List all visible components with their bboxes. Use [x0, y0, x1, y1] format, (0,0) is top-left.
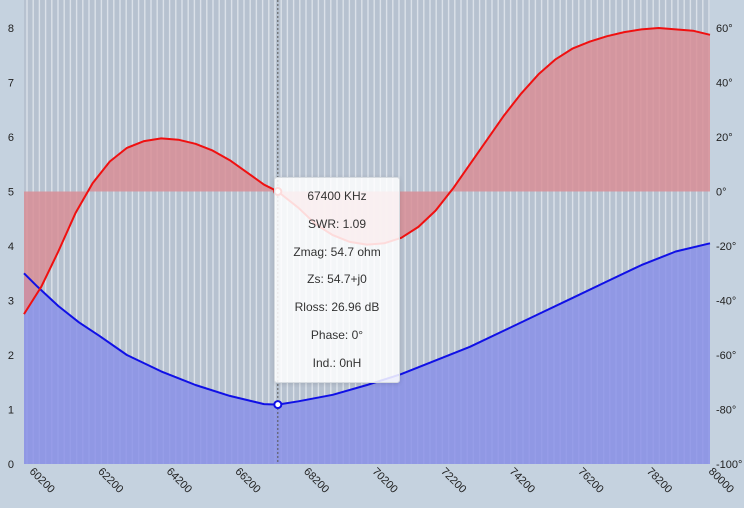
- y-left-tick-label: 8: [8, 23, 14, 35]
- y-right-tick-label: -20°: [716, 241, 736, 253]
- y-left-tick-label: 4: [8, 241, 14, 253]
- x-tick-label: 76200: [576, 466, 606, 496]
- y-right-tick-label: 20°: [716, 132, 733, 144]
- y-right-tick-label: -80°: [716, 405, 736, 417]
- y-right-tick-label: 0°: [716, 187, 727, 199]
- x-tick-label: 72200: [438, 466, 468, 496]
- tooltip-frequency: 67400 KHz: [307, 189, 367, 203]
- y-left-tick-label: 7: [8, 78, 14, 90]
- tooltip-zs: Zs: 54.7+j0: [307, 272, 367, 287]
- x-tick-label: 64200: [164, 466, 194, 496]
- x-tick-label: 62200: [95, 466, 125, 496]
- cursor-tooltip: 67400 KHz SWR: 1.09 Zmag: 54.7 ohm Zs: 5…: [274, 177, 400, 383]
- x-tick-label: 78200: [644, 466, 674, 496]
- y-left-tick-label: 3: [8, 296, 14, 308]
- x-tick-label: 60200: [27, 466, 57, 496]
- y-left-tick-label: 2: [8, 350, 14, 362]
- y-right-tick-label: 60°: [716, 23, 733, 35]
- series-area-phase: [24, 28, 710, 315]
- y-right-tick-label: -60°: [716, 350, 736, 362]
- x-tick-label: 74200: [507, 466, 537, 496]
- tooltip-phase: Phase: 0°: [310, 327, 364, 342]
- tooltip-rloss: Rloss: 26.96 dB: [294, 300, 380, 315]
- x-tick-label: 66200: [233, 466, 263, 496]
- y-left-tick-label: 0: [8, 459, 14, 471]
- tooltip-zmag: Zmag: 54.7 ohm: [293, 244, 381, 259]
- y-right-tick-label: -100°: [716, 459, 742, 471]
- y-left-tick-label: 6: [8, 132, 14, 144]
- tooltip-swr: SWR: 1.09: [307, 216, 367, 231]
- y-right-tick-label: 40°: [716, 78, 733, 90]
- tooltip-inductance: Ind.: 0nH: [312, 355, 362, 370]
- series-area-swr: [24, 243, 710, 464]
- series-line-swr: [23, 242, 711, 406]
- y-right-tick-label: -40°: [716, 296, 736, 308]
- y-left-tick-label: 1: [8, 405, 14, 417]
- y-left-tick-label: 5: [8, 187, 14, 199]
- cursor-marker-swr: [273, 400, 283, 410]
- x-tick-label: 68200: [301, 466, 331, 496]
- x-tick-label: 70200: [370, 466, 400, 496]
